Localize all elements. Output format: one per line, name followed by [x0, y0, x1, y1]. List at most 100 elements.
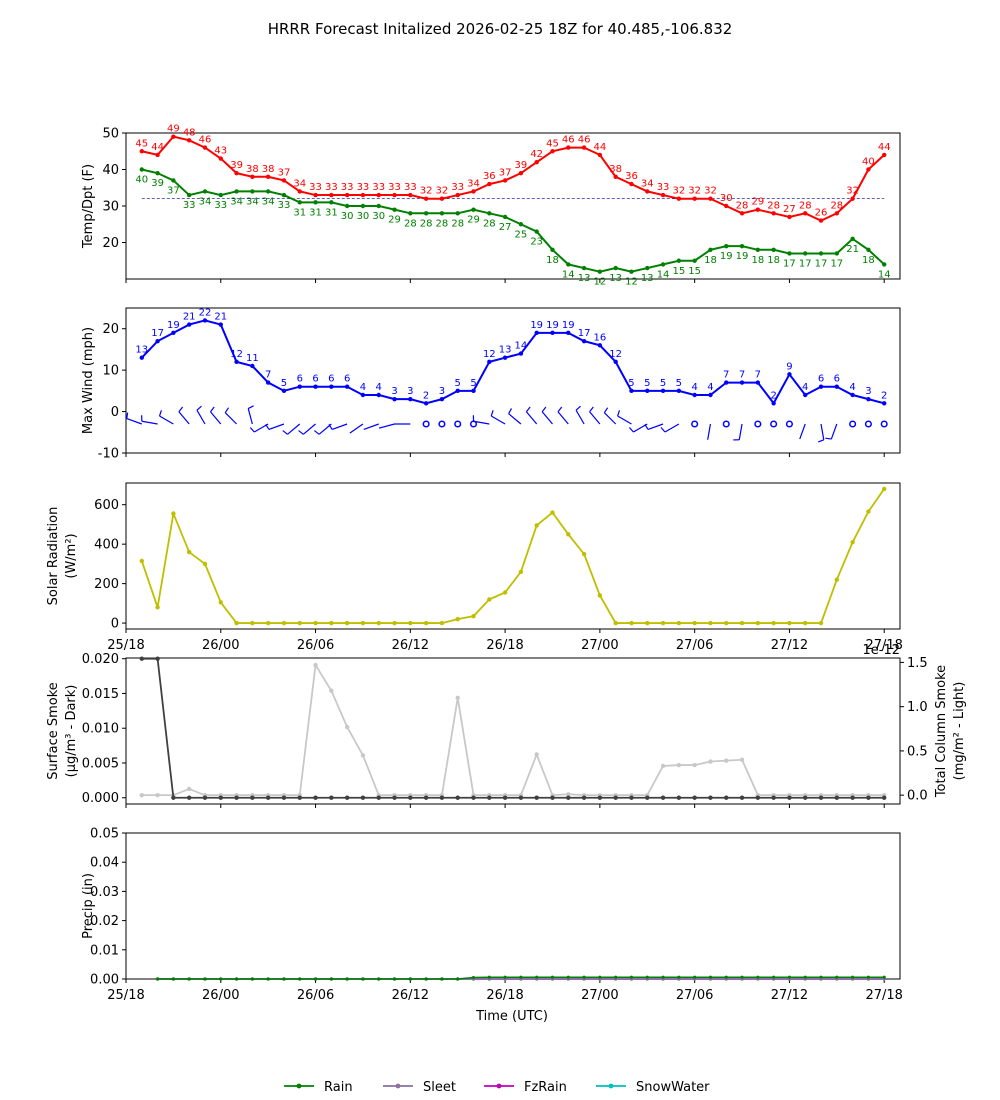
- max-wind-point: [724, 380, 729, 385]
- wind-barb-flag: [265, 424, 270, 430]
- rain-precip-point: [582, 975, 586, 979]
- rain-precip-point: [392, 977, 397, 981]
- temperature-point: [645, 189, 650, 194]
- surface-smoke-point: [645, 795, 650, 800]
- wind-barb-flag: [603, 407, 609, 414]
- max-wind-point: [265, 380, 271, 385]
- max-wind-point: [739, 380, 745, 385]
- surface-smoke-point: [265, 795, 271, 800]
- dewpoint-data-label: 12: [625, 277, 638, 288]
- max-wind-point: [834, 384, 840, 389]
- total-column-smoke-point: [155, 792, 160, 798]
- temp-ytick-label: 30: [102, 200, 119, 215]
- dewpoint-point: [471, 207, 476, 212]
- temperature-data-label: 39: [230, 160, 243, 171]
- rain-precip-point: [234, 977, 239, 981]
- smoke-y-axis-label: Surface Smoke (μg/m³ - Dark): [46, 682, 79, 780]
- temp-ytick-label: 40: [102, 163, 119, 178]
- temperature-point: [708, 196, 713, 201]
- rain-precip-point: [787, 975, 792, 979]
- precip-y-axis-label: Precip (in): [81, 873, 96, 939]
- max-wind-point: [882, 401, 887, 406]
- dewpoint-point: [708, 247, 713, 252]
- dewpoint-data-label: 27: [499, 222, 512, 233]
- dewpoint-point: [139, 167, 144, 172]
- temperature-point: [171, 134, 176, 139]
- total-column-smoke-point: [739, 757, 745, 762]
- max-wind-data-label: 7: [723, 370, 729, 381]
- dewpoint-point: [265, 189, 271, 194]
- dewpoint-point: [803, 251, 808, 256]
- temperature-data-label: 37: [278, 167, 291, 178]
- wind-barb: [603, 412, 617, 425]
- dewpoint-data-label: 30: [372, 211, 385, 222]
- surface-smoke-point: [629, 795, 634, 800]
- wind-barb: [738, 423, 743, 440]
- max-wind-data-label: 6: [328, 374, 334, 385]
- temperature-data-label: 44: [151, 142, 164, 153]
- temperature-data-label: 33: [451, 182, 464, 193]
- surface-smoke-point: [502, 795, 508, 800]
- max-wind-data-label: 4: [849, 382, 855, 393]
- solar-radiation-point: [471, 613, 476, 619]
- max-wind-point: [360, 392, 366, 398]
- dewpoint-point: [771, 247, 776, 252]
- temperature-data-label: 33: [657, 182, 670, 193]
- dewpoint-point: [676, 258, 682, 263]
- wind-barb: [178, 411, 190, 425]
- rain-precip-point: [851, 975, 855, 979]
- precip-xtick-label: 27/06: [676, 988, 713, 1003]
- rain-precip-point: [408, 977, 412, 981]
- x-axis-label: Time (UTC): [475, 1009, 548, 1024]
- temp-ytick-label: 20: [102, 236, 119, 251]
- precip-ytick-label: 0.04: [90, 856, 119, 871]
- solar-radiation-line: [140, 488, 885, 624]
- temperature-data-label: 38: [246, 164, 259, 175]
- solar-xtick-label: 26/12: [392, 638, 429, 653]
- temperature-data-label: 43: [214, 146, 227, 157]
- solar-xtick-label: 27/06: [676, 638, 713, 653]
- solar-radiation-point: [692, 620, 697, 626]
- temperature-data-label: 34: [641, 178, 654, 189]
- max-wind-point: [771, 401, 776, 406]
- temperature-point: [787, 214, 792, 220]
- max-wind-point: [392, 396, 397, 402]
- rain-precip-point: [298, 977, 302, 981]
- solar-xtick-label: 27/18: [865, 638, 902, 653]
- wind-barb-flag: [818, 439, 825, 443]
- wind-barb: [268, 423, 285, 431]
- dewpoint-data-label: 40: [135, 175, 148, 186]
- temperature-data-label: 33: [372, 182, 385, 193]
- dewpoint-point: [550, 247, 555, 252]
- temperature-data-label: 27: [783, 204, 796, 215]
- figure-title: HRRR Forecast Initalized 2026-02-25 18Z …: [268, 20, 733, 38]
- solar-radiation-point: [818, 620, 824, 626]
- solar-y-axis-label: Solar Radiation (W/m²): [46, 507, 79, 606]
- dewpoint-point: [566, 262, 571, 267]
- dewpoint-data-label: 19: [736, 251, 749, 262]
- solar-radiation-point: [487, 597, 492, 602]
- wind-barb: [490, 415, 506, 425]
- dewpoint-data-label: 31: [293, 207, 306, 218]
- total-column-smoke-point: [139, 792, 144, 798]
- temperature-data-label: 34: [293, 178, 306, 189]
- temperature-point: [629, 181, 634, 187]
- dewpoint-data-label: 31: [309, 207, 322, 218]
- max-wind-point: [629, 388, 634, 394]
- solar-radiation-point: [866, 509, 871, 514]
- max-wind-point: [818, 384, 824, 389]
- surface-smoke-point: [771, 795, 776, 800]
- wind-barb: [247, 408, 253, 425]
- max-wind-data-label: 7: [265, 370, 271, 381]
- surface-smoke-point: [471, 795, 476, 800]
- dewpoint-data-label: 21: [846, 244, 859, 255]
- rain-precip-point: [361, 977, 365, 981]
- wind-barb: [141, 420, 158, 425]
- total-column-smoke-point: [708, 759, 713, 764]
- precip-xtick-label: 26/00: [202, 988, 239, 1003]
- wind-barb-flag: [196, 405, 202, 411]
- temperature-data-label: 29: [751, 197, 764, 208]
- solar-xtick-label: 25/18: [107, 638, 144, 653]
- dewpoint-data-label: 33: [183, 200, 196, 211]
- max-wind-data-label: 13: [135, 345, 148, 356]
